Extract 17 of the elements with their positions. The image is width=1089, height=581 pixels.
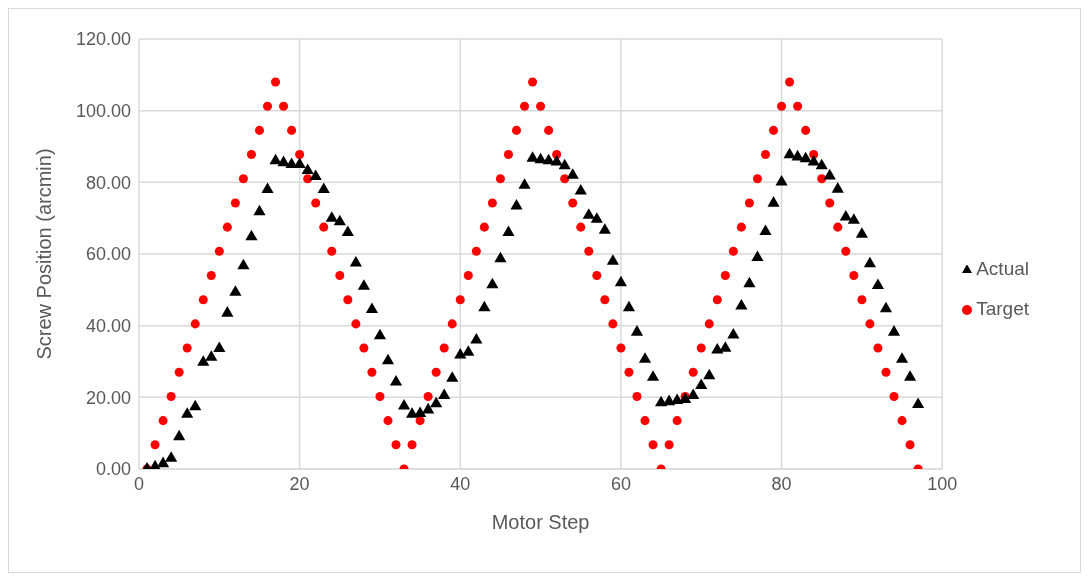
- x-tick-label: 0: [133, 473, 145, 494]
- y-tick-label: 80.00: [85, 172, 131, 193]
- legend-label: Actual: [976, 258, 1029, 279]
- x-tick-label: 60: [610, 473, 631, 494]
- y-tick-label: 40.00: [85, 316, 131, 337]
- legend-label: Target: [976, 298, 1029, 319]
- y-tick-label: 60.00: [85, 244, 131, 265]
- y-tick-label: 100.00: [75, 101, 131, 122]
- x-axis-title: Motor Step: [491, 511, 590, 533]
- y-tick-label: 120.00: [75, 29, 131, 50]
- x-tick-label: 20: [289, 473, 310, 494]
- x-tick-label: 100: [927, 473, 958, 494]
- x-tick-label: 40: [450, 473, 471, 494]
- y-tick-label: 0.00: [95, 459, 131, 480]
- y-tick-label: 20.00: [85, 387, 131, 408]
- y-axis-title: Screw Position (arcmin): [33, 148, 56, 360]
- x-tick-label: 80: [771, 473, 792, 494]
